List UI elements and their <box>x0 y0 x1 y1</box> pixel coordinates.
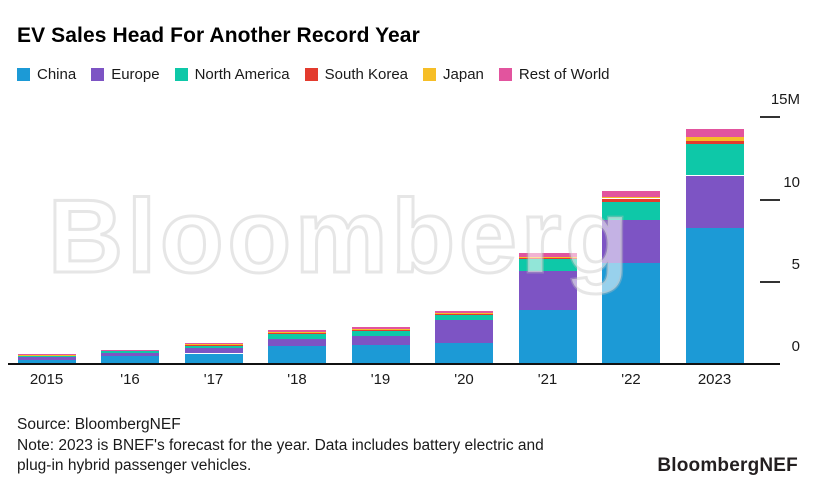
chart-title: EV Sales Head For Another Record Year <box>17 24 420 47</box>
x-axis-label: '17 <box>203 371 224 388</box>
bar-17-rest-of-world <box>184 342 243 344</box>
bar-20-north-america <box>435 314 493 321</box>
bar-19-south-korea <box>351 329 410 331</box>
source-text: Source: BloombergNEF <box>17 416 181 433</box>
bar-18-europe <box>268 339 326 346</box>
legend-swatch-icon <box>304 68 318 81</box>
legend: China Europe North America South Korea Japan… <box>17 66 610 83</box>
bar-2023-china <box>685 228 744 363</box>
bar-20-south-korea <box>435 313 493 315</box>
legend-item-japan: Japan <box>423 66 484 83</box>
legend-swatch-icon <box>423 68 437 81</box>
bar-22-europe <box>602 219 660 263</box>
footer-notes: Source: BloombergNEF Note: 2023 is BNEF'… <box>17 415 544 477</box>
legend-label: North America <box>194 66 290 83</box>
bar-16-china <box>101 356 159 363</box>
bar-18-south-korea <box>268 332 326 334</box>
bar-19-rest-of-world <box>351 326 410 329</box>
bar-16-rest-of-world <box>101 349 159 350</box>
bar-22-china <box>602 262 660 363</box>
bar-17-china <box>184 353 243 363</box>
legend-swatch-icon <box>498 68 512 81</box>
bar-19-north-america <box>351 330 410 336</box>
note-text-line2: plug-in hybrid passenger vehicles. <box>17 457 252 474</box>
y-axis-label: 5 <box>791 256 800 273</box>
bar-19-japan <box>351 328 410 330</box>
bar-18-north-america <box>268 333 326 339</box>
x-axis-label: '22 <box>621 371 641 388</box>
bar-17-north-america <box>184 345 243 349</box>
bar-19-china <box>351 344 410 363</box>
bar-2023-north-america <box>685 144 744 176</box>
x-axis-label: '20 <box>454 371 474 388</box>
bar-18-japan <box>268 331 326 333</box>
bar-19-europe <box>351 335 410 345</box>
x-axis-label: '21 <box>537 371 558 388</box>
bar-22-south-korea <box>602 198 660 202</box>
bar-21-north-america <box>518 259 577 271</box>
bar-20-china <box>435 343 493 363</box>
legend-item-china: China <box>17 66 76 83</box>
x-axis-label: 2023 <box>697 371 732 388</box>
bar-21-europe <box>518 270 577 311</box>
bar-2023-europe <box>685 175 744 229</box>
bar-2023-rest-of-world <box>685 129 744 138</box>
bar-16-europe <box>101 353 159 357</box>
x-axis-label: 2015 <box>29 371 64 388</box>
y-axis-tick <box>760 199 780 201</box>
legend-label: Rest of World <box>518 66 610 83</box>
y-axis-label: 15M <box>770 91 800 108</box>
bar-2015-europe <box>17 357 76 360</box>
legend-label: South Korea <box>324 66 409 83</box>
bar-2015-north-america <box>17 355 76 358</box>
bar-20-europe <box>435 320 493 344</box>
bar-16-north-america <box>101 350 159 354</box>
note-text-line1: Note: 2023 is BNEF's forecast for the ye… <box>17 436 544 454</box>
x-axis-label: '19 <box>370 371 391 388</box>
legend-label: Europe <box>111 66 160 83</box>
bar-2023-south-korea <box>685 140 744 145</box>
legend-label: Japan <box>443 66 484 83</box>
bar-22-north-america <box>602 201 660 220</box>
bar-20-rest-of-world <box>435 311 493 314</box>
bar-20-japan <box>435 313 493 314</box>
bloombergnef-logo: BloombergNEF <box>657 455 798 476</box>
bar-17-europe <box>184 348 243 354</box>
bar-21-rest-of-world <box>518 253 577 257</box>
y-axis-label: 0 <box>791 338 800 355</box>
x-axis-label: '18 <box>287 371 307 388</box>
x-axis-label: '16 <box>120 371 140 388</box>
bar-22-japan <box>602 196 660 199</box>
bar-18-rest-of-world <box>268 330 326 332</box>
bar-17-japan <box>184 343 243 345</box>
legend-swatch-icon <box>17 68 30 81</box>
legend-swatch-icon <box>91 68 105 81</box>
legend-swatch-icon <box>174 68 188 81</box>
legend-item-north-america: North America <box>174 66 290 83</box>
bar-21-south-korea <box>518 257 577 259</box>
y-axis-label: 10 <box>783 174 800 191</box>
bar-2015-china <box>17 359 76 363</box>
bar-21-japan <box>518 256 577 258</box>
legend-label: China <box>37 66 77 83</box>
y-axis-tick <box>760 281 780 283</box>
x-axis-line <box>8 363 780 365</box>
bar-18-china <box>268 345 326 363</box>
legend-item-europe: Europe <box>91 66 160 83</box>
y-axis-tick <box>760 116 780 118</box>
bar-2023-japan <box>685 137 744 141</box>
legend-item-south-korea: South Korea <box>304 66 409 83</box>
bar-21-china <box>518 310 577 363</box>
legend-item-rest-of-world: Rest of World <box>498 66 610 83</box>
bar-22-rest-of-world <box>602 191 660 197</box>
